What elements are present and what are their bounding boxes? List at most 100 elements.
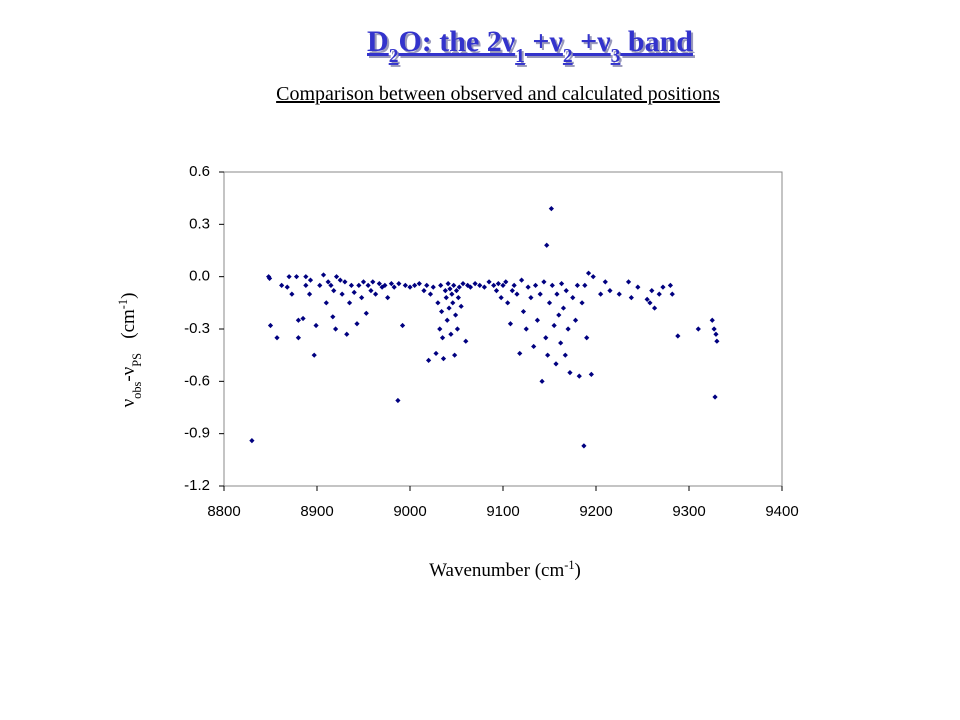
point [382,282,388,288]
point [574,282,580,288]
point [435,300,441,306]
point [249,438,255,444]
y-tick-label: 0.0 [189,268,210,285]
point [444,317,450,323]
point [313,322,319,329]
point [379,284,385,290]
point [437,326,443,332]
title-shadow-part: D [369,27,391,60]
point [514,291,520,297]
point [333,326,339,332]
point [509,288,515,294]
point [442,288,448,294]
y-axis-label-part: -ν [118,366,139,381]
y-tick-label: -0.3 [184,320,210,337]
point [344,331,350,337]
point [311,352,317,358]
subtitle: Comparison between observed and calculat… [276,83,720,105]
point [520,308,527,315]
point [558,340,564,346]
point [421,288,427,294]
point [528,295,534,301]
point [532,282,539,288]
point [399,322,406,329]
point [713,331,719,337]
point [454,326,461,332]
point [342,279,348,285]
y-tick-label: 0.3 [189,215,210,232]
title-part: +ν [525,25,564,58]
point [669,291,675,297]
point [581,443,587,449]
point [556,312,562,318]
point [438,282,444,288]
point [656,291,662,297]
point [584,335,590,341]
title-part: 2 [389,46,399,67]
point [712,394,718,400]
point [563,288,569,294]
point [651,305,658,311]
point [602,279,608,285]
point [443,295,449,301]
point [354,321,360,327]
point [388,281,394,287]
point [295,317,301,323]
y-axis-label-part: -1 [116,299,130,309]
point [546,300,553,306]
point [286,274,292,280]
point [625,279,632,285]
point [346,300,353,306]
point [465,282,471,288]
point [463,338,469,344]
title-part: band [620,25,693,58]
point [279,282,285,288]
point [306,291,313,297]
point [449,291,455,297]
y-axis-label: νobs-νPS (cm-1) [116,293,144,408]
title-shadow: D2O: the 2ν1 +ν2 +ν3 band [369,27,695,69]
point [330,314,336,320]
y-axis-label-part: (cm [118,309,139,353]
point [426,357,432,363]
point [363,310,369,316]
point [446,305,452,311]
x-tick-label: 8900 [300,503,333,520]
point [570,295,576,301]
point [331,288,337,294]
point [320,272,327,278]
point [558,281,565,287]
point [628,295,634,301]
title-shadow-part: 3 [613,48,623,69]
y-axis-label-part: ) [118,293,139,299]
point [407,284,413,290]
title-part: 3 [611,46,621,67]
point [439,335,446,341]
point [307,277,314,283]
point [498,295,504,301]
point [616,291,622,297]
point [493,288,500,294]
point [427,291,434,297]
point [667,282,673,288]
y-axis-label-part: ν [118,398,139,407]
point [337,277,343,283]
x-tick-label: 9300 [672,503,705,520]
point [551,322,557,329]
point [458,303,464,309]
point [567,370,573,376]
title-shadow-part: 2 [391,48,401,69]
point [543,335,549,341]
x-tick-label: 9400 [765,503,798,520]
point [562,352,568,358]
title-shadow-part: band [622,27,695,60]
point [396,281,402,287]
point [433,350,439,357]
point [293,274,300,280]
point [531,343,537,350]
point [607,288,613,294]
point [505,300,511,306]
point [456,284,462,290]
x-tick-label: 8800 [207,503,240,520]
point [391,284,397,290]
